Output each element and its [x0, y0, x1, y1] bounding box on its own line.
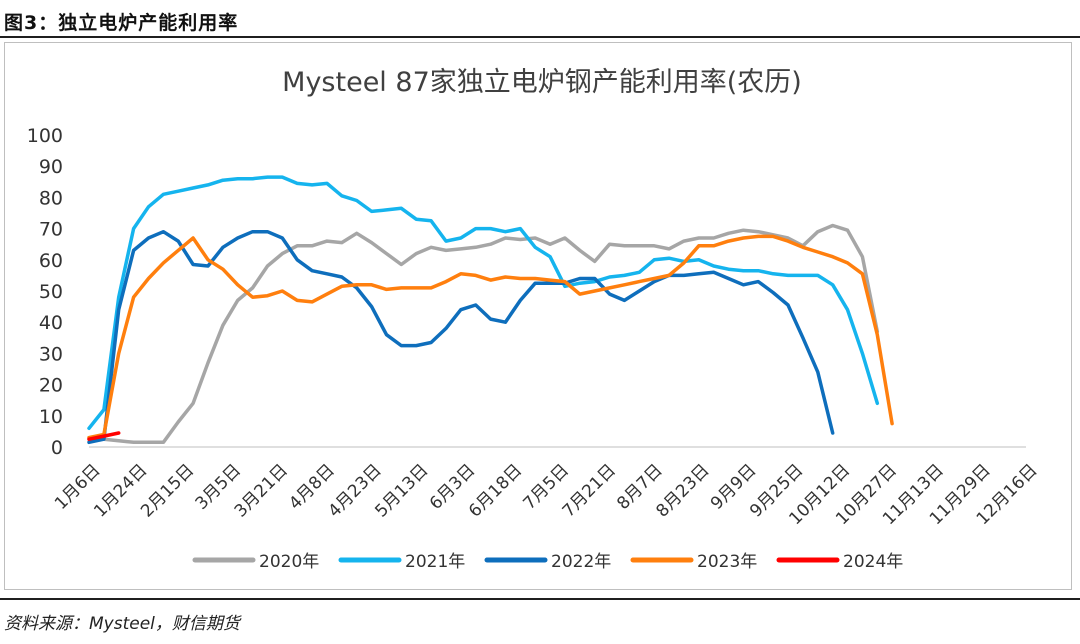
y-axis: 0 10 20 30 40 50 60 70 80 90 100	[27, 125, 63, 459]
series-line-2021	[87, 175, 880, 431]
y-tick-label: 10	[39, 406, 63, 428]
chart-title: Mysteel 87家独立电炉钢产能利用率(农历)	[282, 67, 802, 98]
y-tick-label: 0	[51, 437, 63, 459]
y-tick-label: 80	[39, 187, 63, 209]
series-line-2022	[87, 229, 835, 445]
legend: 2020年 2021年 2022年 2023年 2024年	[192, 552, 903, 572]
legend-label: 2021年	[405, 552, 465, 572]
series-line-2020	[87, 223, 880, 445]
legend-label: 2024年	[843, 552, 903, 572]
y-tick-label: 100	[27, 125, 63, 147]
line-chart: Mysteel 87家独立电炉钢产能利用率(农历) 0 10 20 30 40 50 60 7…	[27, 67, 1042, 572]
bottom-divider	[0, 598, 1080, 600]
series-line-2024	[87, 431, 121, 441]
y-tick-label: 20	[39, 375, 63, 397]
series-line-2023	[87, 234, 894, 440]
figure-caption: 图3：独立电炉产能利用率	[4, 12, 239, 34]
y-tick-label: 70	[39, 219, 63, 241]
y-tick-label: 30	[39, 343, 63, 365]
chart-frame: Mysteel 87家独立电炉钢产能利用率(农历) 0 10 20 30 40 50 60 7…	[4, 42, 1072, 590]
series-layer	[87, 175, 894, 445]
legend-label: 2022年	[551, 552, 611, 572]
source-note: 资料来源：Mysteel，财信期货	[4, 614, 240, 634]
y-tick-label: 90	[39, 156, 63, 178]
y-tick-label: 40	[39, 312, 63, 334]
y-tick-label: 60	[39, 250, 63, 272]
legend-label: 2023年	[697, 552, 757, 572]
top-divider	[0, 36, 1080, 38]
x-axis: 1月6日1月24日2月15日3月5日3月21日4月8日4月23日5月13日6月3…	[51, 446, 1042, 529]
y-tick-label: 50	[39, 281, 63, 303]
legend-label: 2020年	[259, 552, 319, 572]
